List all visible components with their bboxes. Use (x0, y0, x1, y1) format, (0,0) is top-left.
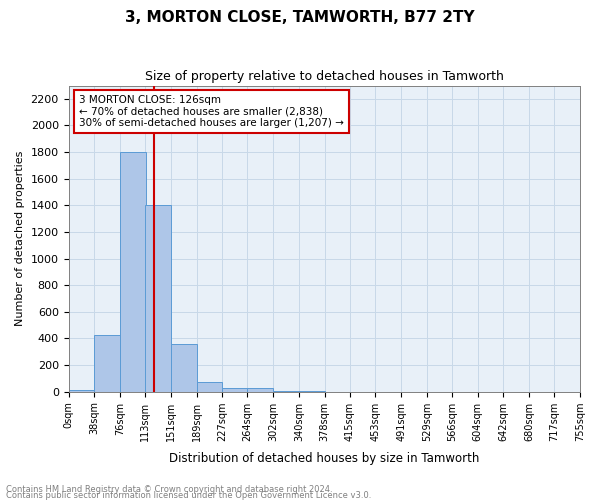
Bar (171, 344, 197, 392)
Title: Size of property relative to detached houses in Tamworth: Size of property relative to detached ho… (145, 70, 504, 83)
Y-axis label: Number of detached properties: Number of detached properties (15, 151, 25, 326)
Text: 3 MORTON CLOSE: 126sqm
← 70% of detached houses are smaller (2,838)
30% of semi-: 3 MORTON CLOSE: 126sqm ← 70% of detached… (79, 94, 344, 128)
Text: Contains public sector information licensed under the Open Government Licence v3: Contains public sector information licen… (6, 492, 371, 500)
Bar (94, 335, 120, 392)
Bar (273, 391, 299, 392)
Bar (247, 388, 273, 392)
Text: Contains HM Land Registry data © Crown copyright and database right 2024.: Contains HM Land Registry data © Crown c… (6, 486, 332, 494)
Bar (68, 390, 94, 392)
X-axis label: Distribution of detached houses by size in Tamworth: Distribution of detached houses by size … (169, 452, 479, 465)
Bar (120, 152, 146, 392)
Bar (197, 382, 223, 392)
Text: 3, MORTON CLOSE, TAMWORTH, B77 2TY: 3, MORTON CLOSE, TAMWORTH, B77 2TY (125, 10, 475, 25)
Bar (223, 388, 248, 392)
Bar (145, 206, 171, 392)
Bar (299, 391, 325, 392)
